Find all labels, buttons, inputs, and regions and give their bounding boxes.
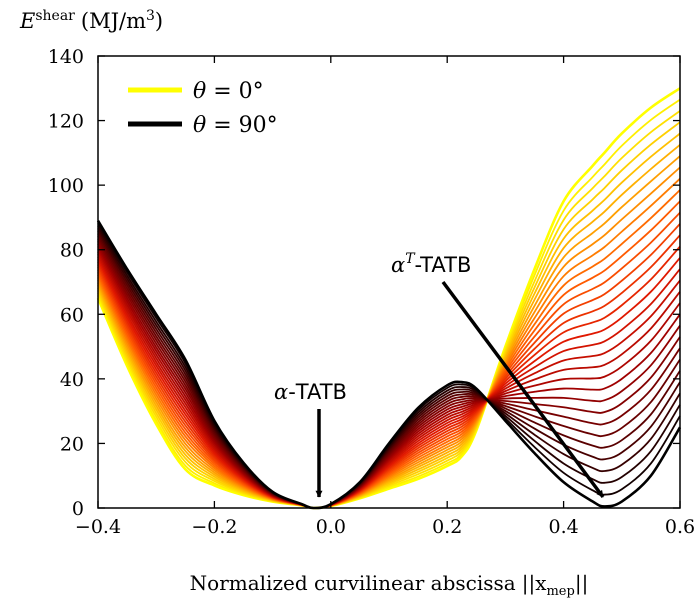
legend: θ = 0° θ = 90° bbox=[128, 79, 278, 138]
series-line-26 bbox=[97, 230, 681, 509]
x-tick-label: −0.4 bbox=[75, 516, 121, 538]
series-line-11 bbox=[97, 211, 681, 509]
series-line-14 bbox=[97, 245, 681, 509]
annotation-alpha-tatb: α-TATB bbox=[274, 380, 347, 498]
legend-label-theta0: θ = 0° bbox=[193, 79, 264, 104]
series-line-30 bbox=[96, 219, 682, 510]
series-line-2 bbox=[97, 110, 681, 509]
x-tick-label: 0.6 bbox=[665, 516, 695, 538]
series-line-13 bbox=[97, 234, 681, 509]
y-tick-label: 120 bbox=[48, 111, 84, 133]
series-line-4 bbox=[97, 132, 681, 509]
annotation-alpha-tatb-label: α-TATB bbox=[274, 380, 347, 404]
series-line-9 bbox=[97, 189, 681, 509]
annotation-alphaT-tatb-arrow bbox=[441, 280, 605, 499]
series-line-16 bbox=[97, 256, 681, 509]
series-line-19 bbox=[97, 248, 681, 509]
series-line-21 bbox=[97, 243, 681, 509]
y-tick-label: 60 bbox=[60, 304, 84, 326]
series-line-6 bbox=[97, 155, 681, 509]
series-line-7 bbox=[97, 166, 681, 509]
y-tick-label: 20 bbox=[60, 433, 84, 455]
series-group bbox=[96, 87, 682, 510]
y-tick-label: 40 bbox=[60, 369, 84, 391]
series-line-24 bbox=[97, 235, 681, 509]
x-axis-label: Normalized curvilinear abscissa ||xmep|| bbox=[190, 571, 589, 599]
x-tick-label: 0.0 bbox=[316, 516, 346, 538]
y-tick-label: 80 bbox=[60, 240, 84, 262]
series-line-3 bbox=[97, 121, 681, 509]
y-tick-label: 100 bbox=[48, 175, 84, 197]
series-line-17 bbox=[97, 253, 681, 509]
series-line-0 bbox=[96, 87, 681, 510]
series-line-5 bbox=[97, 144, 681, 509]
series-line-28 bbox=[97, 225, 681, 509]
series-line-8 bbox=[97, 178, 681, 509]
series-line-10 bbox=[97, 200, 681, 509]
series-line-22 bbox=[97, 240, 681, 509]
y-tick-label: 140 bbox=[48, 46, 84, 68]
series-line-27 bbox=[97, 227, 681, 509]
series-line-1 bbox=[97, 98, 681, 509]
ticks-group: −0.4 −0.2 0.0 0.2 0.4 0.6 0 20 40 60 80 100 120 140 bbox=[48, 46, 695, 538]
series-line-12 bbox=[97, 223, 681, 509]
series-line-18 bbox=[97, 251, 681, 509]
y-tick-label: 0 bbox=[72, 498, 84, 520]
legend-label-theta90: θ = 90° bbox=[193, 113, 278, 138]
annotation-alphaT-tatb: αT-TATB bbox=[391, 251, 605, 499]
x-tick-label: 0.4 bbox=[548, 516, 578, 538]
y-axis-label: Eshear (MJ/m3) bbox=[19, 8, 163, 33]
plot-frame bbox=[97, 55, 681, 509]
x-tick-label: −0.2 bbox=[191, 516, 237, 538]
series-line-15 bbox=[97, 257, 681, 509]
series-line-20 bbox=[97, 246, 681, 509]
annotation-alphaT-tatb-label: αT-TATB bbox=[391, 251, 471, 277]
x-tick-label: 0.2 bbox=[432, 516, 462, 538]
series-line-25 bbox=[97, 233, 681, 509]
series-line-23 bbox=[97, 238, 681, 509]
